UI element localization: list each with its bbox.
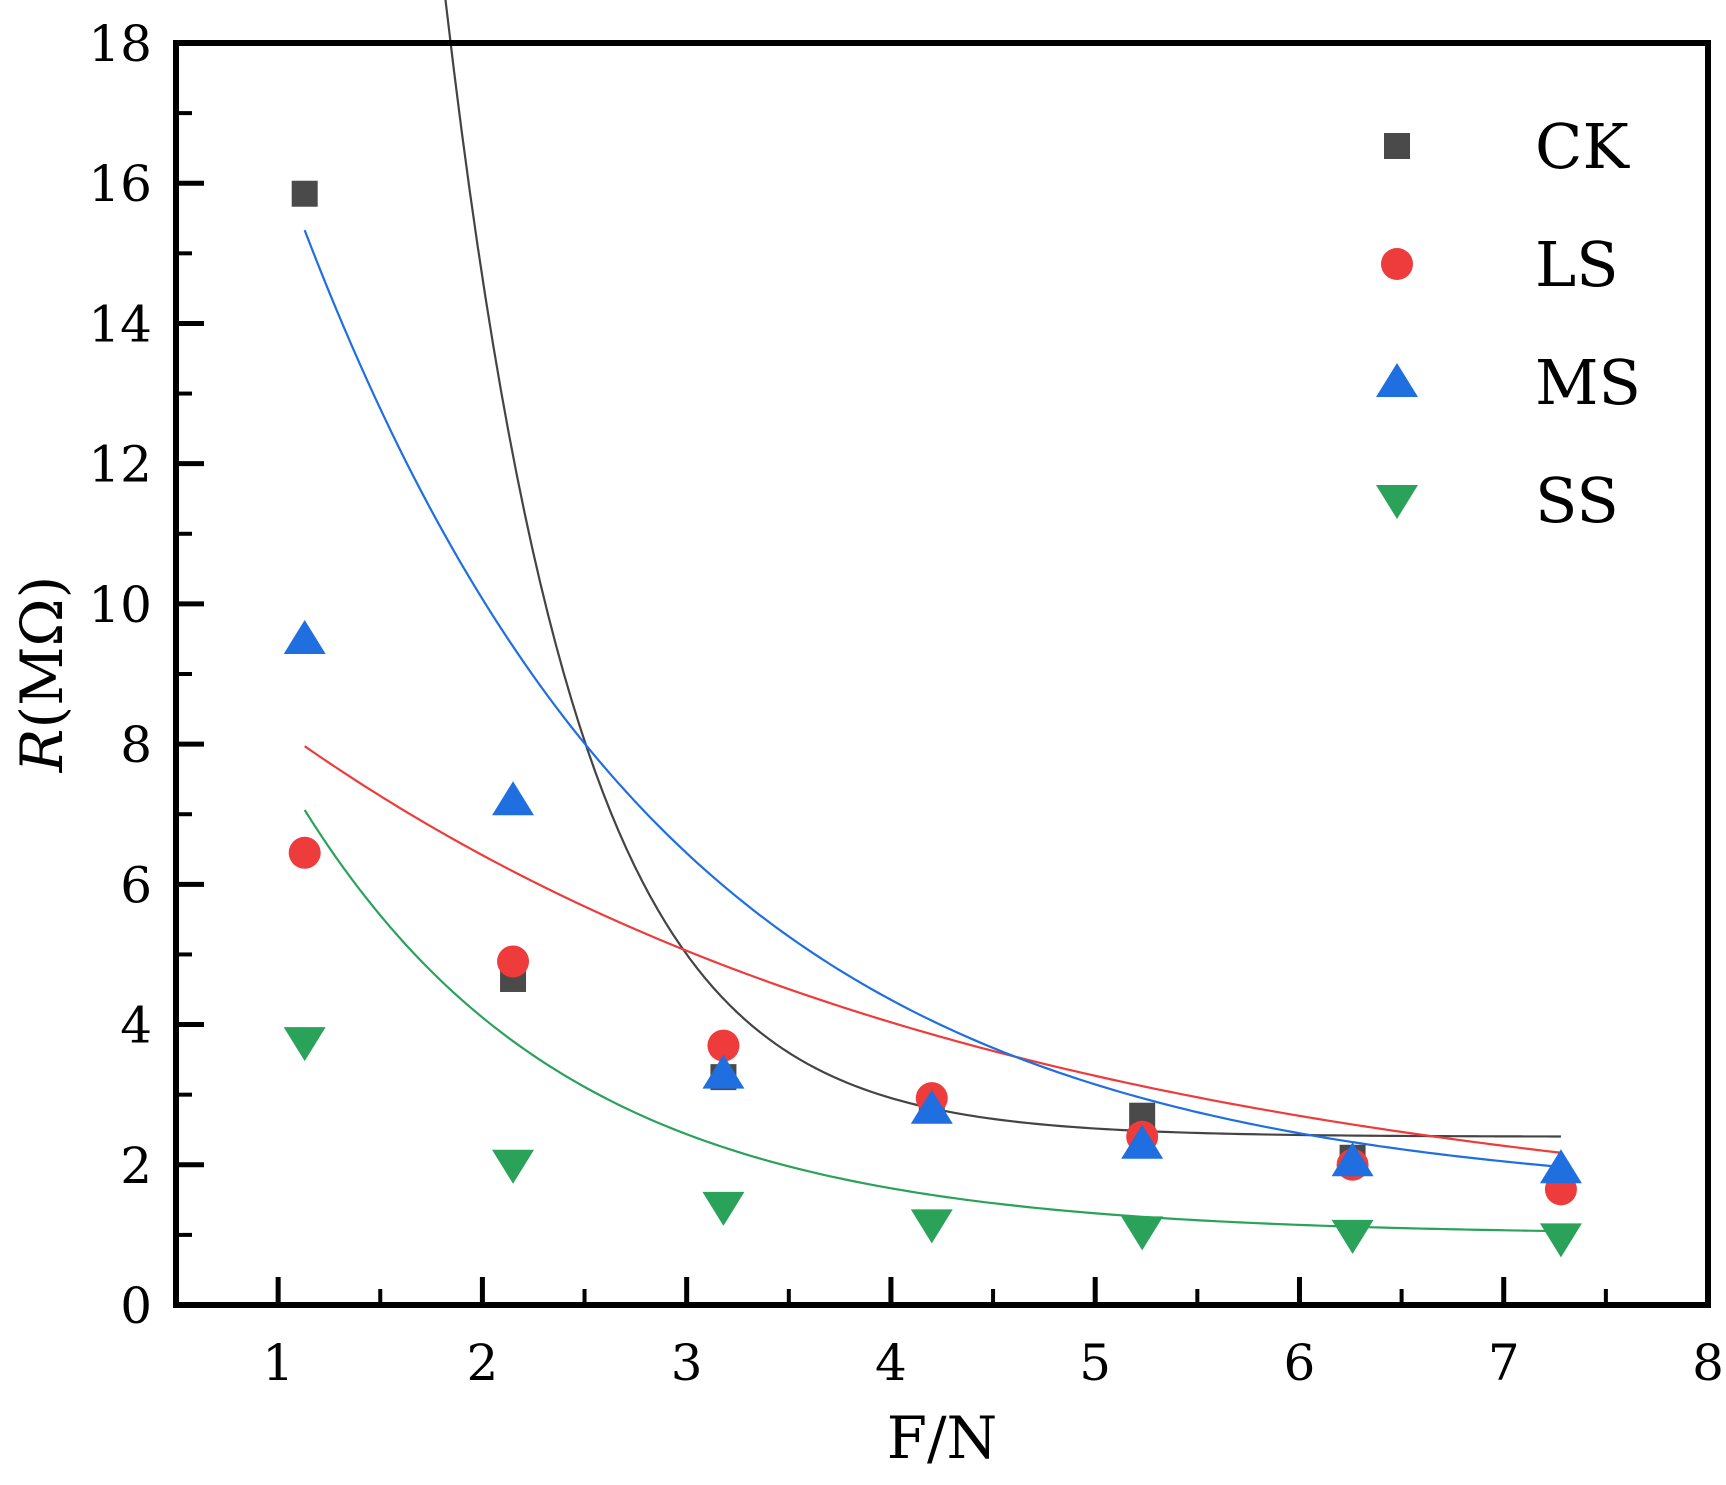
data-point-ss: [283, 1027, 326, 1062]
x-tick-label: 2: [466, 1334, 498, 1392]
series-ms: [283, 619, 1582, 1184]
data-point-ss: [1539, 1223, 1582, 1258]
legend: CK LS MS SS: [1376, 110, 1641, 537]
data-point-ls: [707, 1029, 740, 1062]
legend-label-ss: SS: [1535, 464, 1619, 537]
data-point-ls: [497, 945, 530, 978]
x-axis-title: F/N: [887, 1404, 998, 1472]
data-markers: [283, 180, 1582, 1258]
fit-curves: [303, 0, 1562, 1233]
data-point-ms: [283, 619, 326, 654]
fit-curve-ck: [444, 0, 1561, 1138]
fit-curve-ms: [303, 229, 1562, 1168]
x-tick-label: 4: [875, 1334, 907, 1392]
data-point-ss: [702, 1191, 745, 1226]
data-point-ss: [910, 1209, 953, 1244]
y-axis-title: R(MΩ): [8, 576, 76, 773]
data-point-ms: [492, 781, 535, 816]
legend-marker-ms: [1376, 363, 1418, 397]
y-tick-label: 4: [120, 997, 152, 1055]
y-tick-label: 2: [120, 1137, 152, 1195]
y-tick-label: 18: [88, 15, 152, 73]
axis-ticks: [176, 40, 1711, 1308]
legend-marker-ck: [1384, 133, 1410, 159]
data-point-ss: [1121, 1216, 1164, 1251]
y-tick-label: 8: [120, 716, 152, 774]
data-point-ms: [702, 1054, 745, 1089]
x-tick-label: 7: [1488, 1334, 1520, 1392]
x-tick-label: 3: [671, 1334, 703, 1392]
data-point-ms: [1121, 1124, 1164, 1159]
y-axis-title-symbol: R: [8, 729, 76, 774]
y-tick-label: 10: [88, 576, 152, 634]
y-tick-label: 12: [88, 436, 152, 494]
y-tick-label: 6: [120, 856, 152, 914]
legend-label-ms: MS: [1535, 346, 1641, 419]
data-point-ss: [1331, 1219, 1374, 1254]
legend-label-ls: LS: [1535, 228, 1619, 301]
x-tick-label: 6: [1284, 1334, 1316, 1392]
legend-marker-ss: [1376, 485, 1418, 519]
x-tick-label: 8: [1692, 1334, 1724, 1392]
data-point-ss: [492, 1149, 535, 1184]
data-point-ms: [1331, 1142, 1374, 1177]
data-point-ls: [288, 836, 321, 869]
series-ss: [283, 1027, 1582, 1258]
series-ck: [291, 180, 1574, 1199]
data-point-ck: [291, 180, 318, 207]
data-point-ms: [1539, 1149, 1582, 1184]
x-tick-label: 5: [1079, 1334, 1111, 1392]
y-tick-label: 14: [88, 295, 152, 353]
y-axis-title-unit: (MΩ): [8, 576, 76, 729]
legend-marker-ls: [1381, 248, 1413, 280]
legend-label-ck: CK: [1535, 110, 1630, 183]
x-tick-label: 1: [262, 1334, 294, 1392]
y-tick-label: 0: [120, 1277, 152, 1335]
y-tick-label: 16: [88, 155, 152, 213]
fit-curve-ls: [304, 745, 1562, 1154]
data-point-ms: [910, 1089, 953, 1124]
